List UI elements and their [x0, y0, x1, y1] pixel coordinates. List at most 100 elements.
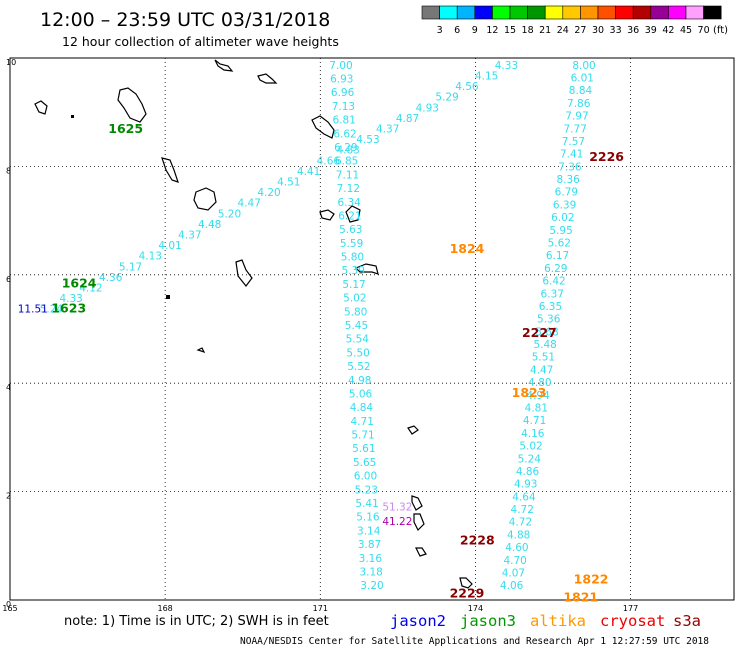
- island-outlines: [34, 59, 473, 589]
- wave-height-value: 4.13: [139, 251, 162, 263]
- wave-height-value: 4.93: [514, 479, 537, 491]
- wave-height-value: 6.00: [354, 471, 377, 483]
- wave-height-value: 5.17: [119, 261, 142, 273]
- legend-value: 21: [539, 25, 551, 36]
- wave-height-value: 5.20: [218, 208, 241, 220]
- outlier-value: 41.22: [382, 516, 412, 528]
- legend-swatch: [668, 5, 687, 20]
- wave-height-value: 4.81: [525, 402, 548, 414]
- island-outline: [407, 425, 419, 435]
- wave-height-value: 7.41: [560, 149, 583, 161]
- wave-height-value: 5.62: [548, 238, 571, 250]
- island-outline: [193, 187, 217, 211]
- pass-time-label: 1623: [51, 301, 86, 316]
- wave-height-value: 4.60: [505, 542, 528, 554]
- wave-height-value: 4.64: [512, 491, 536, 503]
- wave-height-value: 4.48: [198, 219, 221, 231]
- wave-height-value: 4.84: [350, 402, 374, 414]
- wave-height-value: 4.47: [238, 198, 261, 210]
- wave-height-value: 5.65: [353, 457, 376, 469]
- wave-height-value: 4.98: [348, 375, 371, 387]
- legend-swatch: [562, 5, 581, 20]
- legend-value: 15: [504, 25, 516, 36]
- plot-frame: [9, 57, 735, 601]
- wave-height-value: 4.37: [376, 123, 399, 135]
- wave-height-value: 6.39: [553, 199, 576, 211]
- wave-height-value: 4.33: [59, 293, 82, 305]
- legend-value: 3: [437, 25, 443, 36]
- credit-footer: NOAA/NESDIS Center for Satellite Applica…: [240, 636, 709, 647]
- wave-height-value: 5.29: [435, 92, 458, 104]
- wave-height-value: 4.51: [277, 176, 300, 188]
- legend-value: 45: [680, 25, 692, 36]
- island-outline: [411, 495, 423, 511]
- outlier-values: 11.51 51.32 41.22: [18, 304, 413, 528]
- wave-height-value: 6.81: [333, 115, 356, 127]
- wave-height-value: 4.37: [178, 230, 201, 242]
- wave-height-value: 3.16: [359, 553, 383, 565]
- island-outline: [413, 513, 425, 532]
- x-tick-label: 168: [158, 604, 173, 613]
- pass-time-label: 1625: [108, 121, 143, 136]
- wave-height-value: 5.54: [346, 334, 370, 346]
- legend-value: 24: [557, 25, 569, 36]
- wave-height-value: 4.01: [158, 240, 181, 252]
- wave-height-value: 7.00: [329, 60, 352, 72]
- wave-height-value: 5.16: [356, 512, 380, 524]
- legend-swatch: [439, 5, 458, 20]
- wave-height-value: 3.87: [358, 539, 381, 551]
- wave-height-value: 4.80: [528, 377, 551, 389]
- satellite-label: cryosat: [600, 612, 665, 630]
- legend-swatch: [632, 5, 652, 20]
- legend-swatch: [509, 5, 528, 20]
- legend-value: 70: [698, 25, 710, 36]
- wave-height-value: 4.07: [502, 567, 525, 579]
- wave-height-value: 7.36: [558, 161, 582, 173]
- wave-height-value: 5.63: [339, 224, 362, 236]
- wave-height-value: 4.88: [507, 529, 530, 541]
- time-labels: 1625 1624 1623 2226 1824 2227 1823 2228 1822 2229…: [51, 121, 624, 605]
- wave-height-value: 4.72: [511, 504, 534, 516]
- wave-height-value: 5.24: [518, 453, 542, 465]
- wave-height-value: 7.57: [562, 136, 585, 148]
- satellite-label: altika: [530, 612, 586, 630]
- wave-height-value: 7.77: [564, 123, 587, 135]
- island-outline: [354, 263, 379, 275]
- wave-height-value: 6.62: [333, 128, 356, 140]
- island-outline: [311, 115, 335, 139]
- map-title: 12:00 – 23:59 UTC 03/31/2018: [40, 9, 330, 31]
- footnote: note: 1) Time is in UTC; 2) SWH is in fe…: [64, 614, 329, 629]
- satellite-key: jason2 jason3 altika cryosat s3a: [390, 612, 701, 630]
- wave-height-value: 5.50: [346, 347, 369, 359]
- legend-value: 6: [454, 25, 460, 36]
- legend-swatch: [685, 5, 704, 20]
- wave-height-value: 4.12: [79, 283, 102, 295]
- wave-height-value: 7.11: [336, 169, 359, 181]
- wave-height-value: 6.29: [334, 142, 357, 154]
- wave-height-value: 5.71: [351, 430, 374, 442]
- island-outline: [345, 205, 361, 223]
- legend-value: 18: [522, 25, 534, 36]
- wave-height-value: 7.12: [337, 183, 360, 195]
- satellite-label: jason3: [460, 612, 516, 630]
- wave-height-value: 4.41: [297, 166, 320, 178]
- wave-height-value: 6.96: [331, 87, 355, 99]
- satellite-label: jason2: [390, 612, 446, 630]
- legend-value: 42: [662, 25, 674, 36]
- wave-height-value: 4.83: [336, 145, 359, 157]
- pass-time-label: 1624: [62, 275, 97, 290]
- y-tick-label: 10: [6, 58, 16, 67]
- x-tick-label: 174: [468, 604, 483, 613]
- wave-height-value: 3.20: [360, 580, 383, 592]
- wave-height-value: 6.85: [335, 156, 358, 168]
- wave-height-value: 6.42: [542, 276, 565, 288]
- wave-height-value: 4.15: [475, 70, 498, 82]
- wave-height-value: 5.23: [355, 484, 378, 496]
- wave-height-value: 5.61: [352, 443, 375, 455]
- wave-height-value: 4.16: [521, 428, 545, 440]
- wave-height-value: 5.02: [343, 293, 366, 305]
- wave-height-value: 4.66: [317, 155, 341, 167]
- wave-height-value: 8.00: [572, 60, 595, 72]
- legend-swatch: [421, 5, 440, 20]
- wave-height-value: 3.18: [359, 566, 382, 578]
